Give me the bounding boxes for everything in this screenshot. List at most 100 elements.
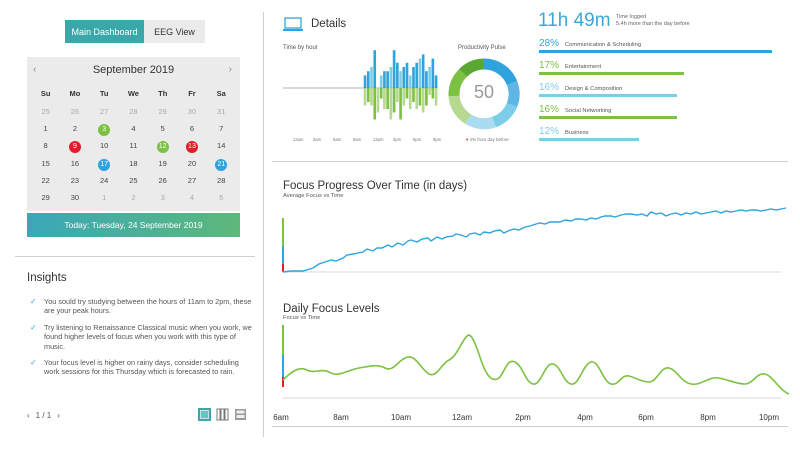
hour-bar-down <box>399 88 402 120</box>
tab-eeg-view[interactable]: EEG View <box>144 20 205 43</box>
category-percent: 16% <box>539 104 560 115</box>
divider <box>272 161 788 162</box>
hour-bar-down <box>389 88 393 120</box>
x-axis-tick: 10pm <box>758 413 779 422</box>
calendar-week: 1 2 3 4 5 6 7 <box>31 120 236 137</box>
calendar-day[interactable]: 28 <box>129 107 138 117</box>
chevron-left-icon[interactable]: ‹ <box>33 64 37 75</box>
pager: ‹ 1 / 1 › <box>27 411 60 420</box>
calendar-day[interactable]: 20 <box>187 158 197 168</box>
calendar-day[interactable]: 4 <box>131 124 136 134</box>
calendar-day[interactable]: 3 <box>90 122 119 137</box>
hour-bar-down <box>412 88 415 102</box>
calendar-day[interactable]: 30 <box>70 193 80 203</box>
calendar-day[interactable]: 27 <box>187 175 197 185</box>
calendar-day[interactable]: 31 <box>217 107 226 117</box>
calendar-day[interactable]: 29 <box>158 107 167 117</box>
calendar-day[interactable]: 6 <box>189 124 195 134</box>
hour-tick-label: 6am <box>333 137 342 142</box>
calendar-day[interactable]: 5 <box>219 193 224 203</box>
calendar-day[interactable]: 19 <box>158 158 167 168</box>
hour-bar-up <box>412 67 415 88</box>
calendar-weekdays: Su Mo Tu We Th Fr Sa <box>31 85 236 102</box>
x-axis-tick: 12am <box>451 413 472 422</box>
x-axis-tick: 2pm <box>515 413 531 422</box>
calendar-day[interactable]: 8 <box>43 141 48 151</box>
hour-bar-up <box>392 50 396 88</box>
columns-view-icon[interactable] <box>216 408 229 421</box>
hour-bar-down <box>431 88 435 99</box>
category-bar <box>539 72 684 75</box>
calendar-day[interactable]: 17 <box>90 157 119 171</box>
calendar-day[interactable]: 2 <box>72 124 77 134</box>
hour-bar-up <box>363 75 367 88</box>
insight-text: Try listening to Renaissance Classical m… <box>44 323 252 351</box>
productivity-note: ▾ 4% from day before <box>466 137 509 143</box>
calendar-day[interactable]: 26 <box>70 107 80 117</box>
hour-bar-down <box>415 88 419 109</box>
calendar-day[interactable]: 14 <box>217 141 226 151</box>
calendar-day[interactable]: 22 <box>41 175 50 185</box>
calendar-day[interactable]: 26 <box>158 175 167 185</box>
hour-bar-up <box>370 67 373 88</box>
hour-tick-label: 12am <box>293 137 304 142</box>
time-logged-note: Time logged 5.4h more than the day befor… <box>616 14 690 28</box>
calendar-day[interactable]: 15 <box>41 158 50 168</box>
category-bar <box>539 50 772 53</box>
chevron-right-icon[interactable]: › <box>57 411 60 420</box>
hour-tick-label: 9pm <box>433 137 442 142</box>
calendar-day[interactable]: 25 <box>41 107 50 117</box>
weekday-label: Sa <box>216 89 226 99</box>
calendar-day[interactable]: 13 <box>177 139 206 154</box>
list-view-icon[interactable] <box>234 408 247 421</box>
x-axis-tick: 6am <box>273 413 289 422</box>
calendar-day[interactable]: 4 <box>189 193 195 203</box>
calendar-day[interactable]: 23 <box>70 175 80 185</box>
calendar-day[interactable]: 21 <box>207 157 236 171</box>
calendar-day[interactable]: 25 <box>129 175 138 185</box>
calendar-day[interactable]: 3 <box>160 193 165 203</box>
calendar-day[interactable]: 1 <box>102 193 107 203</box>
calendar-day[interactable]: 1 <box>43 124 48 134</box>
calendar-day[interactable]: 11 <box>129 141 138 151</box>
calendar-day[interactable]: 30 <box>187 107 197 117</box>
laptop-icon <box>283 17 303 31</box>
calendar-day-marker: 12 <box>156 141 169 154</box>
check-icon: ✓ <box>30 297 37 306</box>
calendar-day[interactable]: 2 <box>131 193 136 203</box>
calendar-day[interactable]: 7 <box>219 124 224 134</box>
calendar-day[interactable]: 10 <box>99 141 109 151</box>
calendar-month-label: September 2019 <box>92 64 175 76</box>
hour-bar-down <box>408 88 412 109</box>
insight-item: ✓ Your focus level is higher on rainy da… <box>30 358 252 380</box>
grid-view-icon[interactable] <box>198 408 211 421</box>
weekday-label: Mo <box>69 89 81 99</box>
calendar-day[interactable]: 27 <box>99 107 109 117</box>
insight-text: Your focus level is higher on rainy days… <box>44 358 239 377</box>
hour-bar-down <box>373 88 377 120</box>
calendar-day[interactable]: 16 <box>70 158 80 168</box>
chevron-left-icon[interactable]: ‹ <box>27 411 30 420</box>
category-percent: 16% <box>539 82 560 93</box>
calendar-day[interactable]: 29 <box>41 193 50 203</box>
calendar-day[interactable]: 18 <box>129 158 138 168</box>
calendar-day[interactable]: 24 <box>99 175 109 185</box>
calendar-day[interactable]: 9 <box>60 139 89 154</box>
hour-bar-down <box>366 88 370 102</box>
hour-bar-down <box>363 88 367 106</box>
details-title: Details <box>311 18 347 30</box>
hour-bar-up <box>366 71 370 88</box>
chevron-right-icon[interactable]: › <box>228 64 232 75</box>
daily-focus-title: Daily Focus Levels <box>283 303 380 315</box>
tab-main-dashboard[interactable]: Main Dashboard <box>65 20 144 43</box>
category-name: Business <box>565 130 589 136</box>
today-bar[interactable]: Today: Tuesday, 24 September 2019 <box>27 213 240 237</box>
calendar-day[interactable]: 12 <box>148 139 177 154</box>
productivity-note-text: 4% from day before <box>469 137 509 142</box>
calendar-day[interactable]: 28 <box>217 175 226 185</box>
calendar-day[interactable]: 5 <box>160 124 165 134</box>
hour-bar-up <box>389 67 393 88</box>
hour-bar-up <box>408 75 412 88</box>
calendar-week: 8 9 10 11 12 13 14 <box>31 137 236 154</box>
hour-bar-down <box>434 88 438 106</box>
